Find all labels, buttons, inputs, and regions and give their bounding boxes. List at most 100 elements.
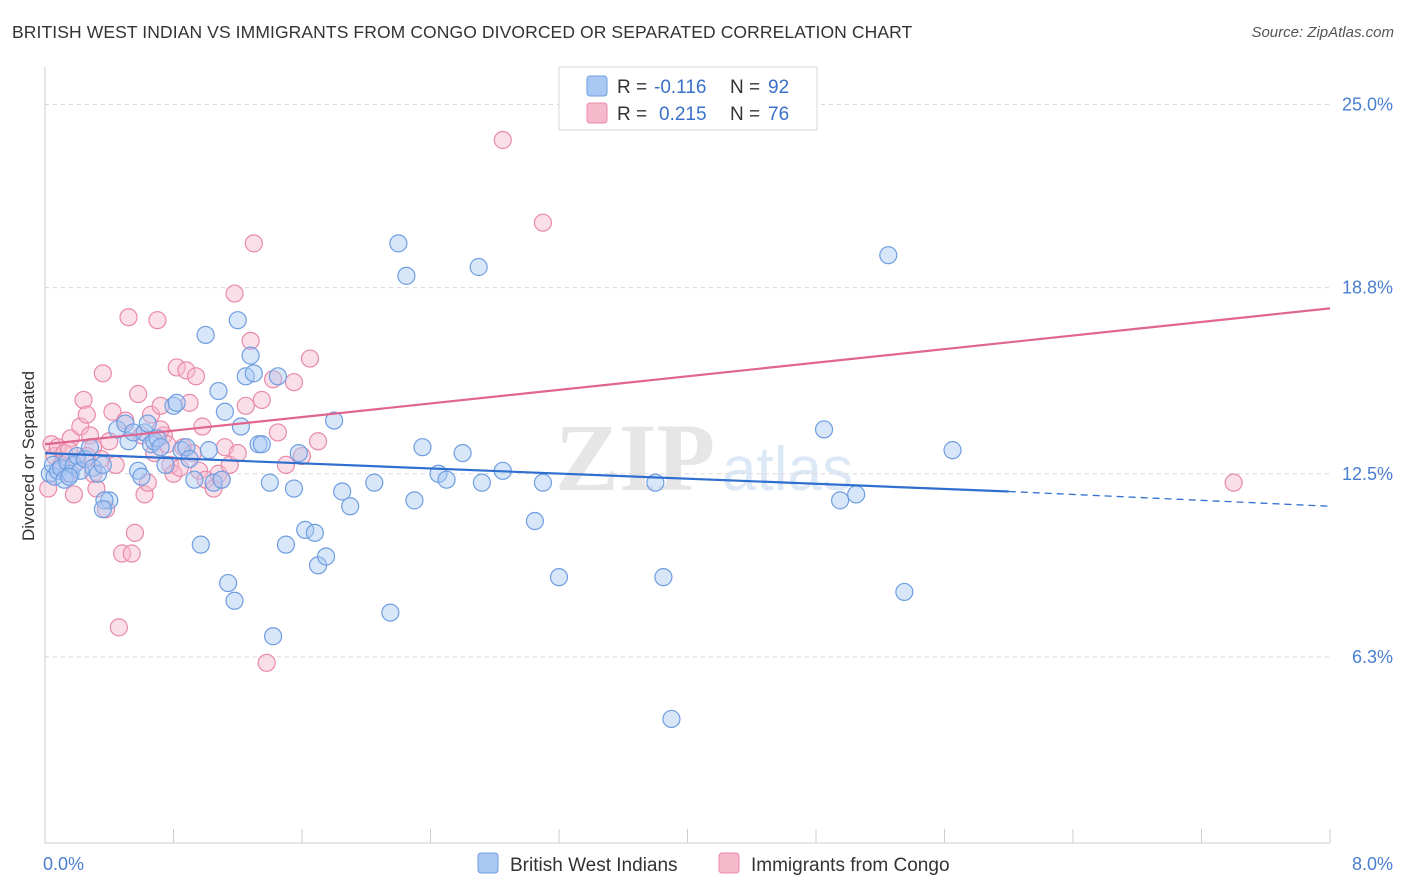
pink-point-17 bbox=[93, 364, 112, 383]
pink-point-28 bbox=[129, 384, 148, 404]
pink-point-23 bbox=[112, 544, 132, 563]
pink-point-0 bbox=[39, 479, 58, 498]
chart-title: BRITISH WEST INDIAN VS IMMIGRANTS FROM C… bbox=[12, 22, 913, 42]
blue-point-75 bbox=[453, 443, 472, 463]
blue-point-58 bbox=[284, 479, 304, 498]
pink-point-59 bbox=[244, 234, 263, 253]
blue-point-57 bbox=[276, 535, 296, 554]
blue-point-55 bbox=[263, 627, 283, 646]
blue-trend-extension bbox=[1008, 490, 1331, 507]
legend-r-label-blue: R = bbox=[617, 77, 647, 98]
blue-point-63 bbox=[316, 547, 336, 566]
correlation-legend: R = -0.116 N = 92 R = 0.215 N = 76 bbox=[558, 66, 818, 131]
blue-point-44 bbox=[215, 402, 234, 421]
blue-point-47 bbox=[228, 311, 247, 330]
blue-point-30 bbox=[151, 438, 170, 457]
pink-point-67 bbox=[300, 349, 320, 368]
legend-r-value-blue: -0.116 bbox=[654, 77, 706, 98]
pink-point-11 bbox=[74, 390, 93, 410]
blue-point-12 bbox=[80, 438, 100, 457]
pink-point-62 bbox=[263, 370, 283, 389]
blue-point-61 bbox=[305, 523, 324, 542]
series-label-pink: Immigrants from Congo bbox=[751, 855, 950, 876]
pink-point-56 bbox=[228, 443, 247, 463]
pink-point-68 bbox=[308, 432, 328, 451]
blue-point-39 bbox=[196, 325, 215, 345]
legend-n-label-pink: N = bbox=[730, 104, 760, 125]
blue-point-21 bbox=[119, 432, 138, 451]
blue-point-91 bbox=[59, 467, 79, 486]
blue-point-32 bbox=[164, 396, 183, 415]
blue-point-35 bbox=[177, 438, 196, 457]
blue-point-43 bbox=[212, 470, 231, 489]
pink-point-64 bbox=[276, 455, 296, 475]
blue-point-46 bbox=[225, 591, 244, 610]
pink-point-27 bbox=[125, 523, 145, 542]
y-tick-label-2: 18.8% bbox=[1342, 278, 1393, 298]
blue-point-90 bbox=[943, 441, 962, 460]
pink-point-43 bbox=[177, 361, 196, 380]
pink-point-66 bbox=[292, 446, 312, 466]
pink-point-70 bbox=[533, 213, 553, 232]
blue-point-51 bbox=[244, 364, 263, 383]
x-tick-labels: 0.0% 8.0% bbox=[43, 854, 1393, 874]
pink-point-47 bbox=[190, 461, 209, 480]
blue-point-42 bbox=[209, 381, 228, 401]
blue-point-68 bbox=[381, 603, 400, 622]
blue-point-45 bbox=[219, 573, 238, 593]
x-tick-label-1: 8.0% bbox=[1352, 854, 1393, 874]
legend-swatch-blue bbox=[586, 75, 608, 97]
blue-point-84 bbox=[662, 709, 681, 729]
legend-n-label-blue: N = bbox=[730, 77, 760, 98]
axes bbox=[44, 67, 1331, 844]
blue-point-66 bbox=[341, 497, 360, 516]
blue-point-86 bbox=[830, 491, 850, 510]
blue-point-65 bbox=[333, 482, 352, 501]
blue-point-24 bbox=[132, 467, 151, 486]
pink-point-20 bbox=[103, 402, 122, 421]
legend-r-value-pink: 0.215 bbox=[659, 104, 707, 125]
pink-point-34 bbox=[148, 311, 167, 330]
blue-point-85 bbox=[814, 420, 834, 439]
series-legend: British West Indians Immigrants from Con… bbox=[477, 852, 950, 876]
blue-point-31 bbox=[156, 455, 175, 475]
blue-point-77 bbox=[472, 473, 491, 492]
blue-point-89 bbox=[895, 582, 914, 602]
blue-point-37 bbox=[185, 470, 204, 489]
blue-point-70 bbox=[397, 266, 416, 285]
blue-point-53 bbox=[252, 435, 271, 454]
blue-point-72 bbox=[413, 438, 432, 457]
pink-point-61 bbox=[257, 653, 276, 672]
pink-point-57 bbox=[236, 396, 255, 415]
blue-point-48 bbox=[231, 417, 251, 436]
blue-point-88 bbox=[879, 246, 898, 265]
blue-point-56 bbox=[268, 367, 288, 386]
blue-point-81 bbox=[549, 568, 569, 587]
watermark-atlas: atlas bbox=[722, 435, 853, 504]
watermark-zip: ZIP bbox=[555, 404, 715, 511]
pink-point-46 bbox=[186, 367, 206, 386]
blue-point-40 bbox=[199, 441, 218, 460]
series-label-blue: British West Indians bbox=[510, 855, 678, 876]
blue-point-87 bbox=[847, 485, 866, 504]
pink-point-55 bbox=[225, 284, 244, 303]
series-swatch-pink bbox=[718, 852, 740, 874]
pink-points bbox=[39, 130, 1243, 672]
blue-point-33 bbox=[167, 393, 186, 412]
blue-point-54 bbox=[260, 473, 279, 492]
y-tick-labels: 6.3% 12.5% 18.8% 25.0% bbox=[1342, 95, 1393, 667]
y-tick-label-3: 25.0% bbox=[1342, 95, 1393, 115]
blue-point-18 bbox=[93, 500, 112, 519]
blue-point-69 bbox=[389, 234, 408, 253]
y-tick-label-0: 6.3% bbox=[1352, 647, 1393, 667]
pink-point-30 bbox=[135, 485, 154, 504]
pink-point-71 bbox=[1224, 473, 1243, 492]
pink-point-60 bbox=[252, 390, 271, 410]
legend-swatch-pink bbox=[586, 102, 608, 124]
x-tick-label-0: 0.0% bbox=[43, 854, 84, 874]
blue-points bbox=[40, 234, 962, 729]
blue-point-14 bbox=[88, 464, 108, 483]
blue-point-59 bbox=[289, 443, 308, 463]
pink-point-12 bbox=[77, 405, 96, 424]
